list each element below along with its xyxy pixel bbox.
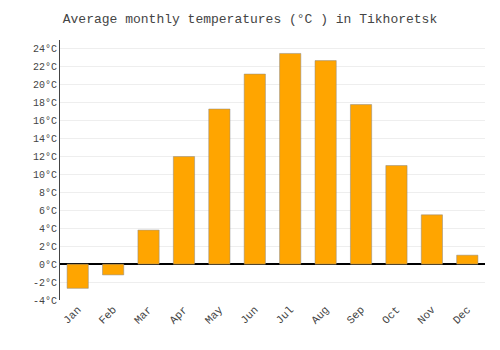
svg-text:Jan: Jan: [61, 304, 83, 326]
svg-text:14°C: 14°C: [33, 134, 57, 145]
svg-text:Mar: Mar: [132, 304, 154, 326]
svg-text:May: May: [203, 304, 226, 327]
svg-text:Aug: Aug: [309, 304, 331, 326]
svg-text:12°C: 12°C: [33, 152, 57, 163]
svg-text:10°C: 10°C: [33, 170, 57, 181]
svg-text:18°C: 18°C: [33, 98, 57, 109]
svg-text:Nov: Nov: [415, 304, 438, 327]
svg-text:-4°C: -4°C: [33, 296, 57, 307]
svg-text:20°C: 20°C: [33, 80, 57, 91]
svg-text:Dec: Dec: [451, 304, 473, 326]
svg-text:-2°C: -2°C: [33, 278, 57, 289]
svg-text:8°C: 8°C: [39, 188, 57, 199]
svg-text:Jul: Jul: [274, 304, 296, 326]
svg-text:Feb: Feb: [97, 304, 119, 326]
svg-text:Oct: Oct: [380, 304, 402, 326]
svg-text:6°C: 6°C: [39, 206, 57, 217]
svg-text:24°C: 24°C: [33, 44, 57, 55]
svg-text:0°C: 0°C: [39, 260, 57, 271]
svg-text:22°C: 22°C: [33, 62, 57, 73]
svg-text:4°C: 4°C: [39, 224, 57, 235]
svg-text:Sep: Sep: [345, 304, 367, 326]
svg-text:Average monthly temperatures (: Average monthly temperatures (°C ) in Ti…: [63, 12, 438, 27]
svg-text:Apr: Apr: [167, 304, 189, 326]
svg-text:16°C: 16°C: [33, 116, 57, 127]
svg-text:2°C: 2°C: [39, 242, 57, 253]
svg-text:Jun: Jun: [238, 304, 260, 326]
